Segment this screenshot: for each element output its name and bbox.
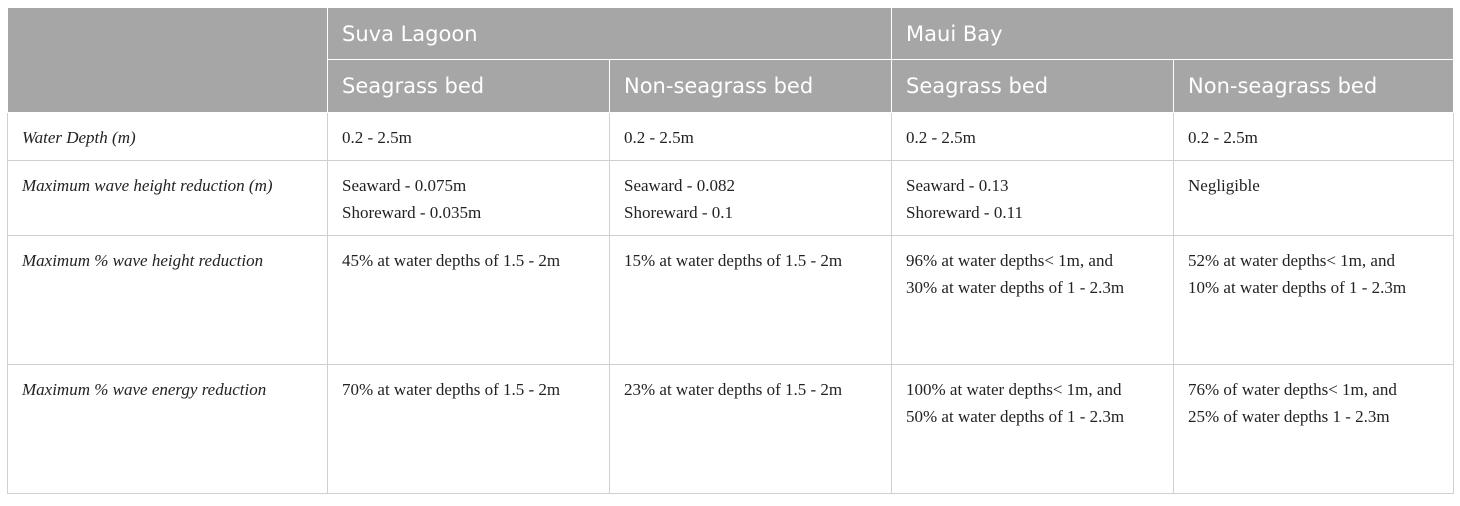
cell-line: 50% at water depths of 1 - 2.3m <box>906 407 1125 426</box>
cell-line: 0.2 - 2.5m <box>906 128 976 147</box>
table-cell: Seaward - 0.13 Shoreward - 0.11 <box>891 160 1175 236</box>
table-cell: 100% at water depths< 1m, and 50% at wat… <box>891 364 1175 494</box>
table-cell: 0.2 - 2.5m <box>891 112 1175 161</box>
cell-line: 52% at water depths< 1m, and <box>1188 251 1395 270</box>
table-cell: 15% at water depths of 1.5 - 2m <box>608 235 893 365</box>
table-cell: 0.2 - 2.5m <box>327 112 610 161</box>
cell-line: Shoreward - 0.035m <box>342 203 482 222</box>
subheader-suva-seagrass: Seagrass bed <box>327 59 610 113</box>
cell-line: 15% at water depths of 1.5 - 2m <box>624 251 843 270</box>
table-row: Water Depth (m) 0.2 - 2.5m 0.2 - 2.5m 0.… <box>7 112 1455 161</box>
cell-line: Negligible <box>1188 176 1260 195</box>
table-cell: 52% at water depths< 1m, and 10% at wate… <box>1173 235 1455 365</box>
table-row: Maximum % wave height reduction 45% at w… <box>7 235 1455 365</box>
cell-line: 100% at water depths< 1m, and <box>906 380 1122 399</box>
row-label: Water Depth (m) <box>7 112 328 161</box>
data-table: Suva Lagoon Maui Bay Seagrass bed Non-se… <box>7 7 1455 494</box>
cell-line: 23% at water depths of 1.5 - 2m <box>624 380 843 399</box>
table-cell: 0.2 - 2.5m <box>1173 112 1455 161</box>
cell-line: 45% at water depths of 1.5 - 2m <box>342 251 561 270</box>
row-label: Maximum % wave energy reduction <box>7 364 328 494</box>
header-corner-cell <box>7 7 328 113</box>
group-header-maui-bay: Maui Bay <box>891 7 1455 60</box>
cell-line: 0.2 - 2.5m <box>624 128 694 147</box>
group-header-suva-lagoon: Suva Lagoon <box>326 7 893 60</box>
table-body: Water Depth (m) 0.2 - 2.5m 0.2 - 2.5m 0.… <box>7 112 1455 494</box>
table-cell: 23% at water depths of 1.5 - 2m <box>608 364 893 494</box>
table-cell: 0.2 - 2.5m <box>608 112 893 161</box>
table-cell: 76% of water depths< 1m, and 25% of wate… <box>1173 364 1455 494</box>
cell-line: 0.2 - 2.5m <box>1188 128 1258 147</box>
header-row-subheaders: Seagrass bed Non-seagrass bed Seagrass b… <box>8 59 1455 113</box>
table-row: Maximum % wave energy reduction 70% at w… <box>7 364 1455 494</box>
table-cell: 96% at water depths< 1m, and 30% at wate… <box>891 235 1175 365</box>
table-cell: Negligible <box>1173 160 1455 236</box>
cell-line: Seaward - 0.075m <box>342 176 467 195</box>
cell-line: 25% of water depths 1 - 2.3m <box>1188 407 1390 426</box>
header-row-groups: Suva Lagoon Maui Bay <box>7 7 1455 113</box>
subheader-suva-non-seagrass: Non-seagrass bed <box>608 59 893 113</box>
subheader-maui-seagrass: Seagrass bed <box>891 59 1175 113</box>
table-cell: 70% at water depths of 1.5 - 2m <box>327 364 610 494</box>
cell-line: Shoreward - 0.11 <box>906 203 1023 222</box>
cell-line: 96% at water depths< 1m, and <box>906 251 1113 270</box>
cell-line: Seaward - 0.13 <box>906 176 1009 195</box>
subheader-maui-non-seagrass: Non-seagrass bed <box>1173 59 1455 113</box>
table-row: Maximum wave height reduction (m) Seawar… <box>7 160 1455 236</box>
table-cell: 45% at water depths of 1.5 - 2m <box>327 235 610 365</box>
row-label: Maximum % wave height reduction <box>7 235 328 365</box>
table-cell: Seaward - 0.075m Shoreward - 0.035m <box>327 160 610 236</box>
cell-line: 76% of water depths< 1m, and <box>1188 380 1397 399</box>
cell-line: 70% at water depths of 1.5 - 2m <box>342 380 561 399</box>
cell-line: 10% at water depths of 1 - 2.3m <box>1188 278 1407 297</box>
table-cell: Seaward - 0.082 Shoreward - 0.1 <box>608 160 893 236</box>
cell-line: 30% at water depths of 1 - 2.3m <box>906 278 1125 297</box>
cell-line: Seaward - 0.082 <box>624 176 735 195</box>
cell-line: 0.2 - 2.5m <box>342 128 412 147</box>
row-label: Maximum wave height reduction (m) <box>7 160 328 236</box>
cell-line: Shoreward - 0.1 <box>624 203 734 222</box>
table-header: Suva Lagoon Maui Bay Seagrass bed Non-se… <box>7 7 1455 113</box>
